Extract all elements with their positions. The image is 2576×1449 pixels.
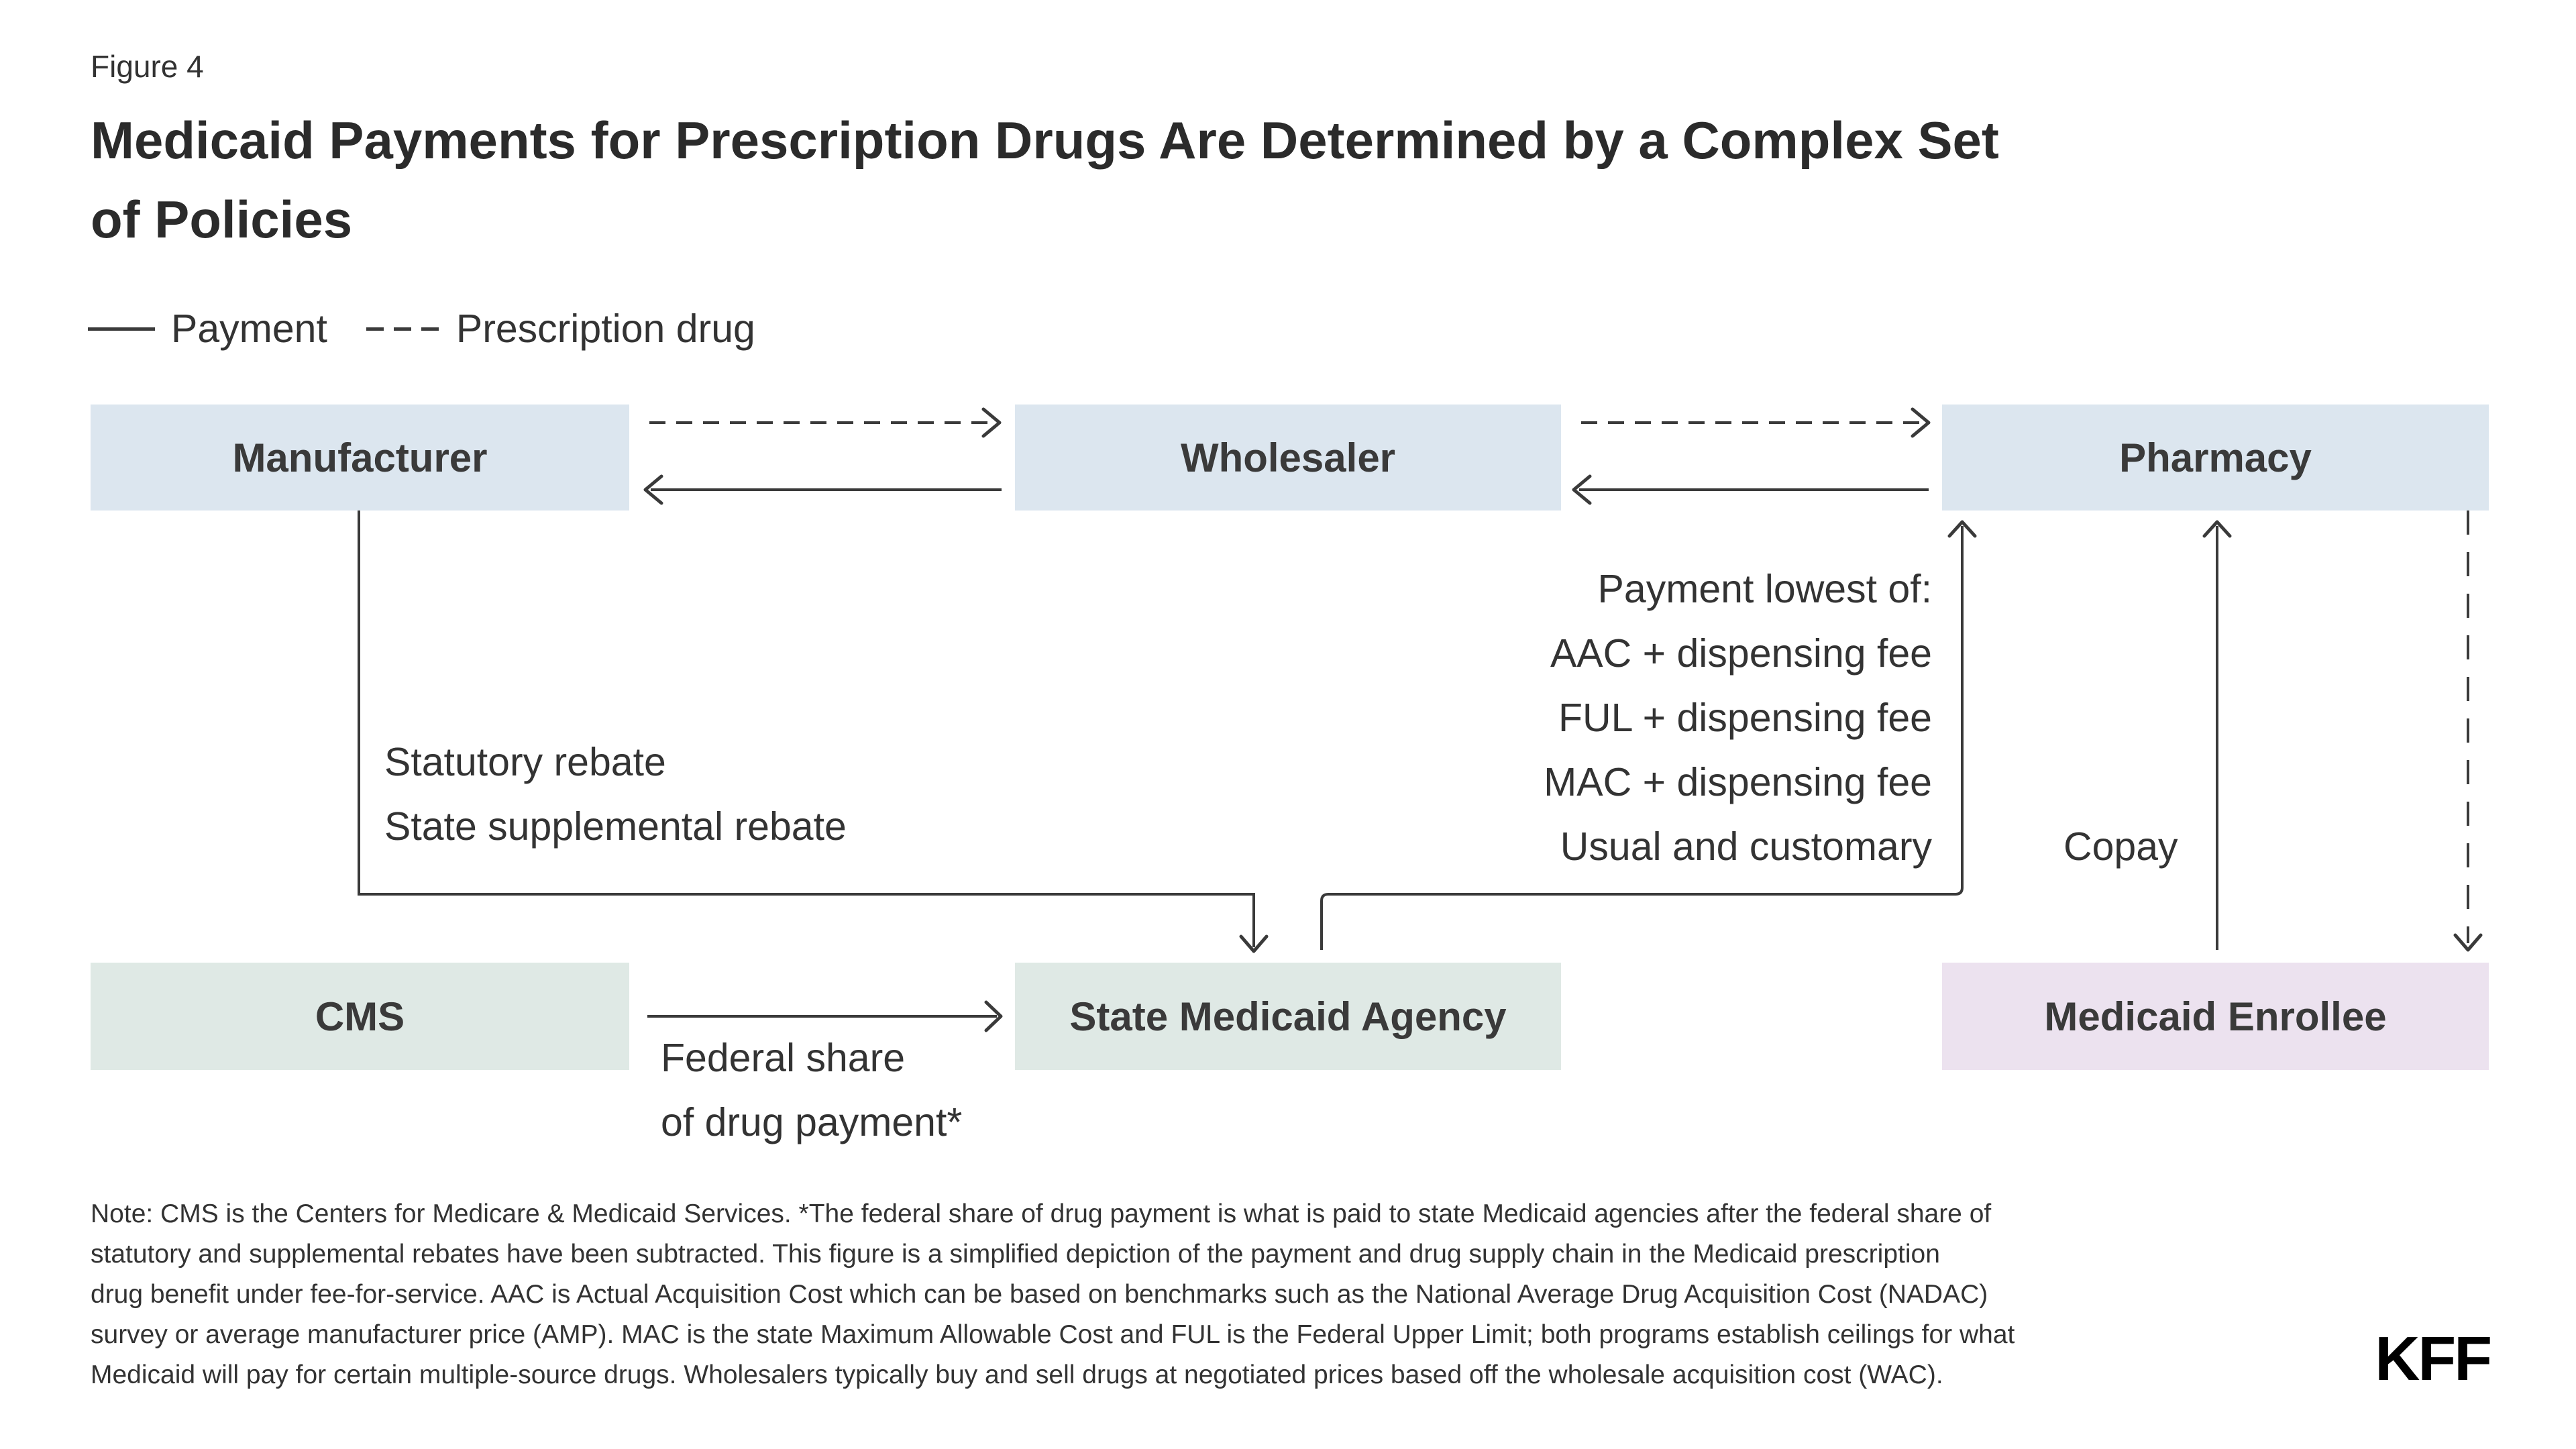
label-federal-share: Federal share of drug payment* <box>661 1036 963 1144</box>
node-manufacturer: Manufacturer <box>91 405 629 511</box>
arrowhead-right <box>981 407 1002 438</box>
node-state-medicaid-agency: State Medicaid Agency <box>1015 963 1561 1070</box>
prescription-line-swatch <box>366 327 440 331</box>
label-payment-lowest: Payment lowest of: AAC + dispensing fee … <box>1544 567 1932 869</box>
label-copay: Copay <box>2063 824 2178 869</box>
legend-prescription-label: Prescription drug <box>455 307 755 351</box>
arrowhead-right <box>984 1000 1003 1032</box>
kff-logo: KFF <box>2375 1324 2492 1393</box>
page-title: Medicaid Payments for Prescription Drugs… <box>91 111 1999 249</box>
arrowhead-down <box>2453 933 2483 952</box>
figure-label: Figure 4 <box>91 49 204 84</box>
node-pharmacy: Pharmacy <box>1942 405 2489 511</box>
arrowhead-up <box>1947 520 1977 538</box>
arrowhead-left <box>643 474 663 505</box>
note-text: Note: CMS is the Centers for Medicare & … <box>91 1199 2015 1389</box>
arrowhead-right <box>1911 407 1931 438</box>
arrowhead-down <box>1239 934 1269 953</box>
arrowhead-up <box>2202 520 2232 538</box>
node-wholesaler: Wholesaler <box>1015 405 1561 511</box>
node-medicaid-enrollee: Medicaid Enrollee <box>1942 963 2489 1070</box>
node-cms: CMS <box>91 963 629 1070</box>
label-rebates: Statutory rebate State supplemental reba… <box>384 740 847 849</box>
legend-payment-label: Payment <box>171 307 327 351</box>
legend: Payment Prescription drug <box>88 303 755 354</box>
payment-line-swatch <box>88 327 155 331</box>
arrowhead-left <box>1572 474 1592 505</box>
edge-manufacturer-agency-rebates <box>358 511 1255 947</box>
